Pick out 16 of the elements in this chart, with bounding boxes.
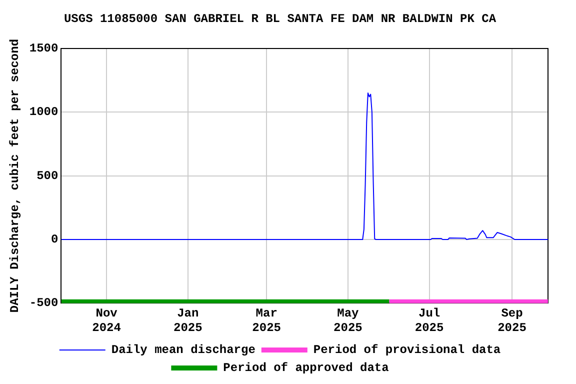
y-tick-label: -500: [29, 296, 58, 310]
y-tick-label: 0: [51, 232, 58, 247]
y-axis-title: DAILY Discharge, cubic feet per second: [8, 38, 22, 313]
x-tick-label: Mar 2025: [252, 306, 281, 335]
x-tick-label: Jul 2025: [414, 306, 444, 335]
y-tick-label: 1000: [29, 105, 58, 120]
y-tick-label: 1500: [29, 41, 58, 56]
legend-label: Daily mean discharge: [111, 343, 256, 358]
y-tick-label: 500: [36, 168, 58, 183]
x-tick-label: Jan 2025: [174, 306, 202, 335]
legend-label: Period of approved data: [223, 361, 389, 376]
chart-title: USGS 11085000 SAN GABRIEL R BL SANTA FE DAM NR BALDWIN PK CA: [64, 12, 497, 26]
x-tick-label: Sep 2025: [498, 306, 526, 335]
x-tick-label: Nov 2024: [92, 306, 121, 335]
x-tick-label: May 2025: [334, 306, 362, 335]
legend-label: Period of provisional data: [313, 343, 501, 358]
